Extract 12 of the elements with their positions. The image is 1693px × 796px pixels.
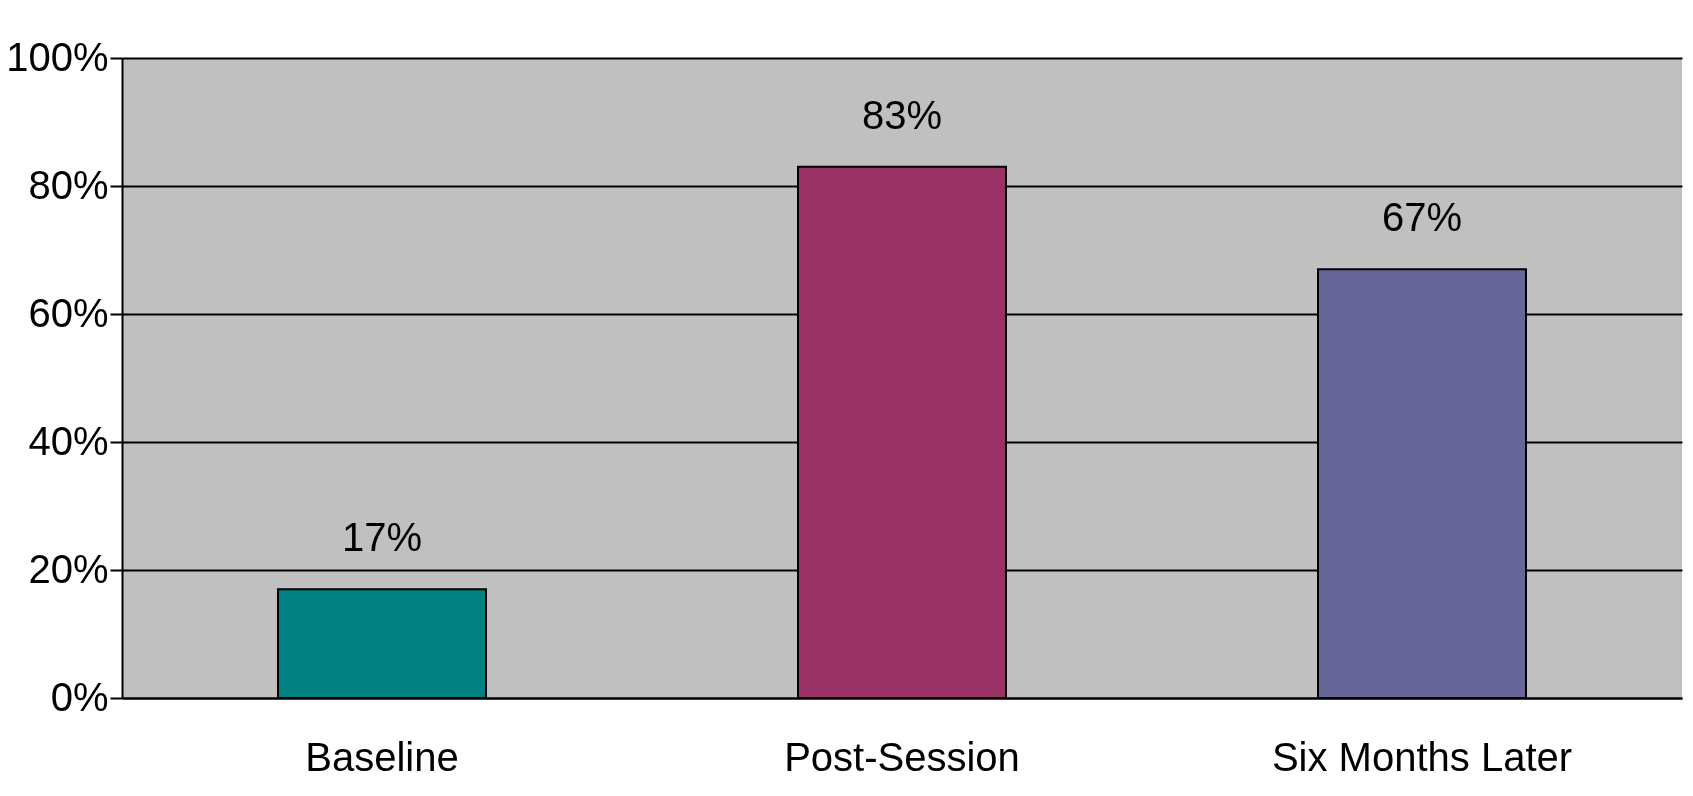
data-label: 83% xyxy=(861,92,943,137)
y-tick-label: 20% xyxy=(28,546,109,591)
y-tick-label: 80% xyxy=(28,162,109,207)
y-tick-label: 100% xyxy=(6,34,109,79)
data-label: 67% xyxy=(1381,195,1463,240)
y-tick-label: 40% xyxy=(28,418,109,463)
x-tick-label: Six Months Later xyxy=(1271,734,1573,779)
y-tick-label: 0% xyxy=(50,674,109,719)
y-tick-label: 60% xyxy=(28,290,109,335)
data-label: 17% xyxy=(341,515,423,560)
x-tick-label: Post-Session xyxy=(784,734,1020,779)
x-tick-label: Baseline xyxy=(305,734,459,779)
